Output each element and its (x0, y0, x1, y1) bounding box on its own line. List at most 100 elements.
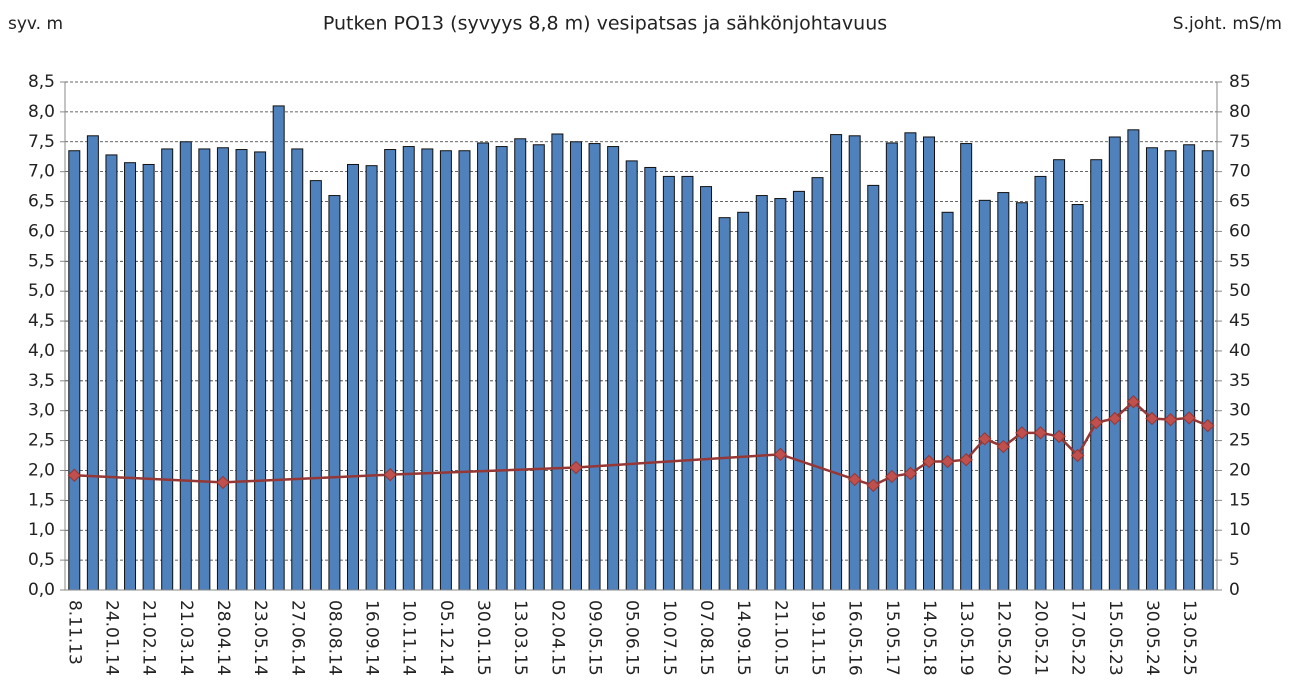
line-marker (216, 475, 230, 490)
y2-tick-label: 5 (1229, 550, 1240, 570)
y-tick-label: 5,0 (28, 281, 55, 301)
line-marker (67, 468, 81, 482)
bar (737, 211, 750, 591)
x-tick-label: 20.05.21 (1030, 600, 1050, 676)
y-tick-label: 4,0 (28, 341, 55, 361)
y2-tick-label: 80 (1229, 102, 1251, 122)
y-tick-label: 1,5 (28, 490, 55, 510)
line-marker (1070, 448, 1085, 463)
bar (161, 148, 174, 591)
line-marker (1052, 429, 1066, 444)
y2-tick-label: 55 (1229, 251, 1251, 271)
line-marker (383, 467, 397, 482)
bar (477, 142, 490, 591)
bar (309, 180, 322, 591)
x-tick-label: 15.05.23 (1105, 600, 1125, 676)
x-tick-label: 30.01.15 (473, 600, 493, 676)
x-tick-label: 14.05.18 (919, 600, 939, 676)
y-tick-label: 8,0 (28, 102, 55, 122)
y2-tick-label: 40 (1229, 341, 1251, 361)
x-tick-label: 08.08.14 (324, 600, 344, 676)
bar (885, 142, 898, 591)
bar (867, 184, 880, 591)
y2-tick-label: 0 (1229, 580, 1240, 600)
bar (1090, 159, 1103, 591)
bar (142, 163, 155, 591)
x-tick-label: 23.05.14 (250, 600, 270, 676)
chart-title: Putken PO13 (syvyys 8,8 m) vesipatsas ja… (323, 13, 887, 35)
bar (1108, 136, 1121, 591)
bar (272, 105, 285, 591)
bar (86, 135, 99, 591)
bar (718, 217, 731, 591)
x-tick-label: 21.02.14 (139, 600, 159, 676)
line-marker (866, 478, 880, 493)
line-marker (885, 469, 899, 484)
x-tick-label: 21.10.15 (770, 600, 790, 676)
bar (439, 150, 452, 591)
y-tick-label: 8,5 (28, 72, 55, 92)
x-tick-label: 14.09.15 (733, 600, 753, 676)
y2-tick-label: 65 (1229, 192, 1251, 212)
y-tick-label: 1,0 (28, 520, 55, 540)
line-marker (1163, 412, 1178, 427)
x-tick-label: 05.12.14 (436, 600, 456, 676)
y-axis-label: syv. m (8, 14, 63, 34)
bar (68, 150, 81, 591)
bar (700, 186, 713, 591)
y-tick-label: 6,0 (28, 221, 55, 241)
bar (216, 147, 229, 591)
y-tick-label: 3,5 (28, 371, 55, 391)
x-tick-label: 13.05.25 (1179, 600, 1199, 676)
bar (774, 198, 787, 591)
line-marker (1201, 418, 1215, 433)
bar (960, 143, 973, 591)
x-tick-label: 28.04.14 (213, 600, 233, 676)
x-tick-label: 13.03.15 (510, 600, 530, 676)
bar (105, 154, 118, 591)
x-tick-label: 10.11.14 (399, 600, 419, 676)
y2-tick-label: 70 (1229, 162, 1251, 182)
y2-tick-label: 60 (1229, 221, 1251, 241)
y-tick-label: 7,5 (28, 132, 55, 152)
bar (997, 192, 1010, 591)
bar (830, 134, 843, 591)
x-tick-label: 16.09.14 (362, 600, 382, 676)
bar (1145, 147, 1158, 591)
x-tick-label: 8.11.13 (64, 600, 84, 665)
y2-tick-label: 50 (1229, 281, 1251, 301)
x-tick-label: 21.03.14 (176, 600, 196, 676)
bar (755, 195, 768, 591)
y2-tick-label: 30 (1229, 401, 1251, 421)
y2-tick-label: 85 (1229, 72, 1251, 92)
line-marker (1145, 411, 1159, 426)
bar (347, 163, 359, 591)
x-tick-label: 05.06.15 (622, 600, 642, 676)
x-tick-label: 19.11.15 (808, 600, 828, 676)
x-tick-label: 15.05.17 (882, 600, 902, 676)
bar (124, 162, 137, 591)
bar (179, 141, 192, 591)
bar (254, 151, 267, 591)
bar (1127, 129, 1140, 591)
bar (291, 148, 304, 591)
bar (458, 150, 471, 591)
bar (848, 135, 861, 591)
y2-tick-label: 20 (1229, 460, 1251, 480)
y-tick-label: 3,0 (28, 401, 55, 421)
line-marker (773, 447, 788, 462)
bar (402, 146, 415, 591)
line-marker (940, 454, 955, 469)
bar (1071, 204, 1084, 591)
line-marker (569, 460, 583, 475)
y-tick-label: 6,5 (28, 192, 55, 212)
bar (495, 146, 508, 591)
bar (1053, 159, 1066, 591)
x-tick-label: 13.05.19 (956, 600, 976, 676)
bar (514, 138, 527, 591)
y2-tick-label: 35 (1229, 371, 1251, 391)
x-tick-label: 30.05.24 (1142, 600, 1162, 676)
bar (588, 143, 601, 591)
line-marker (1182, 411, 1196, 425)
